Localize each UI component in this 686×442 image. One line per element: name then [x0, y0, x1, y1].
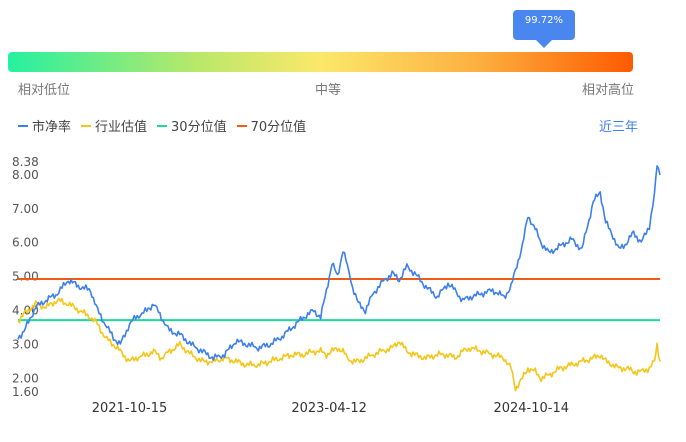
y-tick-label: 1.60 — [12, 385, 39, 399]
legend-label-p30: 30分位值 — [171, 120, 227, 135]
chart-legend: 市净率 行业估值 30分位值 70分位值 — [18, 116, 306, 135]
x-axis-ticks: 2021-10-15 2023-04-12 2024-10-14 — [92, 401, 569, 416]
y-tick-label: 3.00 — [12, 338, 39, 352]
x-tick-label: 2023-04-12 — [291, 401, 367, 416]
legend-swatch-pb — [18, 124, 28, 127]
legend-item-industry[interactable]: 行业估值 — [81, 116, 147, 135]
y-tick-label: 6.00 — [12, 236, 39, 250]
y-tick-label: 8.38 — [12, 155, 39, 169]
gauge-high-label: 相对高位 — [582, 83, 635, 98]
y-tick-label: 8.00 — [12, 168, 39, 182]
x-tick-label: 2024-10-14 — [493, 401, 569, 416]
legend-item-pb[interactable]: 市净率 — [18, 116, 71, 135]
gauge-mid-label: 中等 — [315, 83, 342, 98]
legend-item-p70[interactable]: 70分位值 — [236, 116, 307, 135]
legend-label-p70: 70分位值 — [250, 120, 307, 135]
valuation-gauge-bar — [8, 52, 633, 72]
x-tick-label: 2021-10-15 — [92, 401, 168, 416]
industry-series-line — [17, 297, 661, 392]
legend-label-pb: 市净率 — [32, 120, 72, 135]
y-tick-label: 2.00 — [12, 371, 39, 385]
y-axis-ticks: 8.388.007.006.005.004.003.002.001.60 — [12, 155, 39, 399]
percentile-value: 99.72% — [524, 15, 564, 26]
y-tick-label: 7.00 — [12, 202, 39, 216]
legend-swatch-industry — [81, 124, 92, 127]
period-selector-button[interactable]: 近三年 — [599, 120, 639, 135]
pb-series-line — [17, 165, 661, 361]
legend-item-p30[interactable]: 30分位值 — [157, 116, 227, 135]
legend-swatch-p30 — [157, 124, 168, 127]
gauge-low-label: 相对低位 — [18, 83, 71, 98]
y-tick-label: 5.00 — [12, 270, 39, 284]
legend-label-industry: 行业估值 — [95, 120, 148, 135]
percentile-tooltip-pointer — [535, 40, 552, 48]
legend-swatch-p70 — [236, 124, 247, 127]
percentile-tooltip: 99.72% — [512, 10, 575, 40]
